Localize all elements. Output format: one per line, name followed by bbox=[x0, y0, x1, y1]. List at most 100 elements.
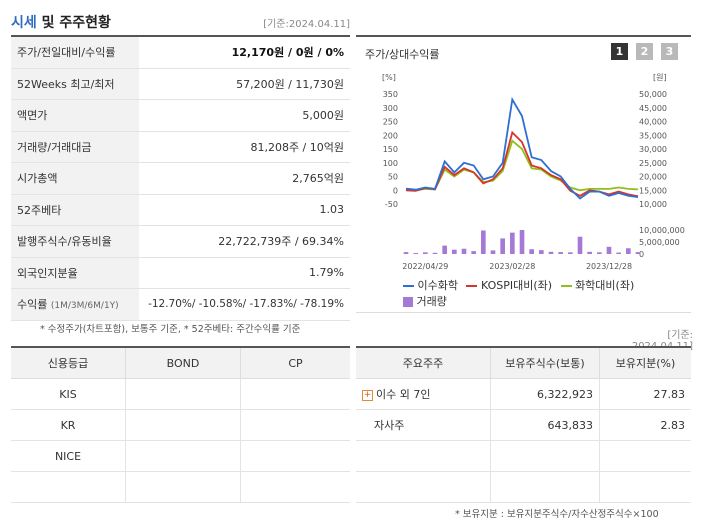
chart-tab-2[interactable]: 2 bbox=[636, 43, 653, 60]
holders-table: 주요주주 보유주식수(보통) 보유지분(%) + 이수 외 7인 6,322,92… bbox=[356, 346, 691, 503]
y-left-tick-label: 150 bbox=[383, 145, 398, 154]
price-chart: 350 300 250 200 150 100 50 0 -50 50,000 45,000 40,0… bbox=[382, 73, 685, 271]
y-right-tick-label: 30,000 bbox=[639, 145, 667, 154]
volume-bar bbox=[403, 252, 409, 254]
summary-label: 52Weeks 최고/최저 bbox=[11, 68, 139, 100]
volume-tick-label: 10,000,000 bbox=[639, 226, 685, 235]
volume-bar bbox=[510, 232, 515, 254]
summary-row: 시가총액 2,765억원 bbox=[11, 162, 350, 195]
y-left-tick-label: 50 bbox=[388, 173, 398, 182]
legend-square-icon bbox=[403, 297, 413, 307]
y-right-tick-label: 15,000 bbox=[639, 186, 667, 195]
y-right-tick-label: 40,000 bbox=[639, 118, 667, 127]
y-left-tick-label: 250 bbox=[383, 118, 398, 127]
summary-row: 발행주식수/유동비율 22,722,739주 / 69.34% bbox=[11, 225, 350, 258]
volume-bar bbox=[539, 250, 544, 254]
footnote-left: * 수정주가(차트포함), 보통주 기준, * 52주베타: 주간수익률 기준 bbox=[40, 324, 301, 335]
table-row bbox=[356, 440, 691, 472]
summary-row: 52주베타 1.03 bbox=[11, 194, 350, 226]
holder-shares: 6,322,923 bbox=[490, 378, 600, 410]
holders-header: 보유지분(%) bbox=[599, 346, 691, 379]
series-line-2 bbox=[405, 130, 639, 198]
returns-label: 수익률 bbox=[17, 298, 48, 312]
volume-bar bbox=[606, 246, 612, 254]
chart-legend: 이수화학 KOSPI대비(좌) 화학대비(좌) bbox=[403, 277, 634, 293]
table-row: KR bbox=[11, 409, 350, 441]
y-right-tick-label: 20,000 bbox=[639, 173, 667, 182]
chart-tab-3[interactable]: 3 bbox=[661, 43, 678, 60]
expand-icon[interactable]: + bbox=[362, 389, 373, 401]
volume-bar bbox=[481, 230, 486, 254]
summary-value: 5,000원 bbox=[139, 99, 350, 132]
credit-header: CP bbox=[240, 346, 350, 379]
summary-row: 거래량/거래대금 81,208주 / 10억원 bbox=[11, 131, 350, 163]
section-title-accent: 시세 bbox=[11, 15, 37, 31]
summary-label: 주가/전일대비/수익률 bbox=[11, 35, 139, 69]
holder-pct: 2.83 bbox=[599, 409, 691, 441]
y-left-tick-label: -50 bbox=[385, 200, 398, 209]
volume-bar bbox=[413, 253, 418, 254]
volume-bar bbox=[452, 249, 457, 254]
y-right-tick-label: 35,000 bbox=[639, 131, 667, 140]
volume-bar bbox=[548, 251, 554, 254]
summary-label: 52주베타 bbox=[11, 194, 139, 226]
series-line-1 bbox=[405, 96, 639, 200]
legend-stock[interactable]: 이수화학 bbox=[403, 279, 458, 292]
table-row: + 이수 외 7인 6,322,923 27.83 bbox=[356, 378, 691, 410]
legend-volume[interactable]: 거래량 bbox=[403, 293, 447, 309]
section-title: 시세 및 주주현황 bbox=[11, 12, 111, 32]
section-title-rest: 및 주주현황 bbox=[36, 15, 111, 31]
holder-name: 이수 외 7인 bbox=[376, 388, 431, 401]
legend-line-icon bbox=[560, 285, 572, 287]
volume-bar bbox=[577, 236, 583, 254]
holders-header: 주요주주 bbox=[356, 346, 491, 379]
table-row bbox=[11, 471, 350, 503]
chart-tab-1[interactable]: 1 bbox=[611, 43, 628, 60]
volume-bar bbox=[442, 245, 447, 254]
left-axis-unit: [%] bbox=[382, 73, 396, 82]
summary-value: 81,208주 / 10억원 bbox=[139, 131, 350, 163]
summary-value: 12,170원 / 0원 / 0% bbox=[231, 46, 344, 60]
summary-value: 57,200원 / 11,730원 bbox=[139, 68, 350, 100]
credit-agency: KR bbox=[11, 409, 126, 441]
summary-row: 주가/전일대비/수익률 12,170원 / 0원 / 0% bbox=[11, 35, 350, 69]
reference-date: [기준:2024.04.11] bbox=[263, 19, 350, 30]
credit-agency: KIS bbox=[11, 378, 126, 410]
summary-label: 액면가 bbox=[11, 99, 139, 132]
returns-row: 수익률 (1M/3M/6M/1Y) -12.70%/ -10.58%/ -17.… bbox=[11, 288, 350, 321]
y-right-tick-label: 25,000 bbox=[639, 159, 667, 168]
summary-label: 발행주식수/유동비율 bbox=[11, 225, 139, 258]
y-right-tick-label: 10,000 bbox=[639, 200, 667, 209]
legend-chem[interactable]: 화학대비(좌) bbox=[560, 279, 634, 292]
legend-kospi[interactable]: KOSPI대비(좌) bbox=[466, 279, 552, 292]
credit-header: BOND bbox=[125, 346, 241, 379]
volume-bar bbox=[568, 252, 573, 254]
returns-value: -12.70%/ -10.58%/ -17.83%/ -78.19% bbox=[139, 288, 350, 321]
volume-bar bbox=[635, 252, 641, 254]
volume-bar bbox=[587, 251, 592, 254]
credit-agency: NICE bbox=[11, 440, 126, 472]
summary-label: 거래량/거래대금 bbox=[11, 131, 139, 163]
volume-bar bbox=[471, 251, 476, 254]
volume-tick-label: 5,000,000 bbox=[639, 238, 680, 247]
y-left-tick-label: 350 bbox=[383, 90, 398, 99]
holder-shares: 643,833 bbox=[490, 409, 600, 441]
summary-value: 1.03 bbox=[139, 194, 350, 226]
summary-row: 52Weeks 최고/최저 57,200원 / 11,730원 bbox=[11, 68, 350, 100]
summary-value: 1.79% bbox=[139, 257, 350, 289]
y-left-tick-label: 0 bbox=[393, 186, 398, 195]
summary-value: 22,722,739주 / 69.34% bbox=[139, 225, 350, 258]
summary-table: 주가/전일대비/수익률 12,170원 / 0원 / 0% 52Weeks 최고/… bbox=[11, 35, 350, 321]
x-tick-label: 2023/02/28 bbox=[489, 262, 535, 271]
volume-bar bbox=[519, 230, 525, 254]
volume-bar bbox=[597, 252, 602, 254]
volume-bar bbox=[461, 248, 467, 254]
volume-bar bbox=[500, 238, 505, 254]
table-row: KIS bbox=[11, 378, 350, 410]
volume-tick-label: 0 bbox=[639, 250, 644, 259]
right-axis-unit: [원] bbox=[653, 73, 667, 82]
series-line-3 bbox=[405, 139, 639, 192]
footnote-right: * 보유지분 : 보유지분주식수/자수산정주식수×100 bbox=[455, 509, 659, 520]
y-left-tick-label: 100 bbox=[383, 159, 398, 168]
volume-bar bbox=[432, 252, 438, 254]
